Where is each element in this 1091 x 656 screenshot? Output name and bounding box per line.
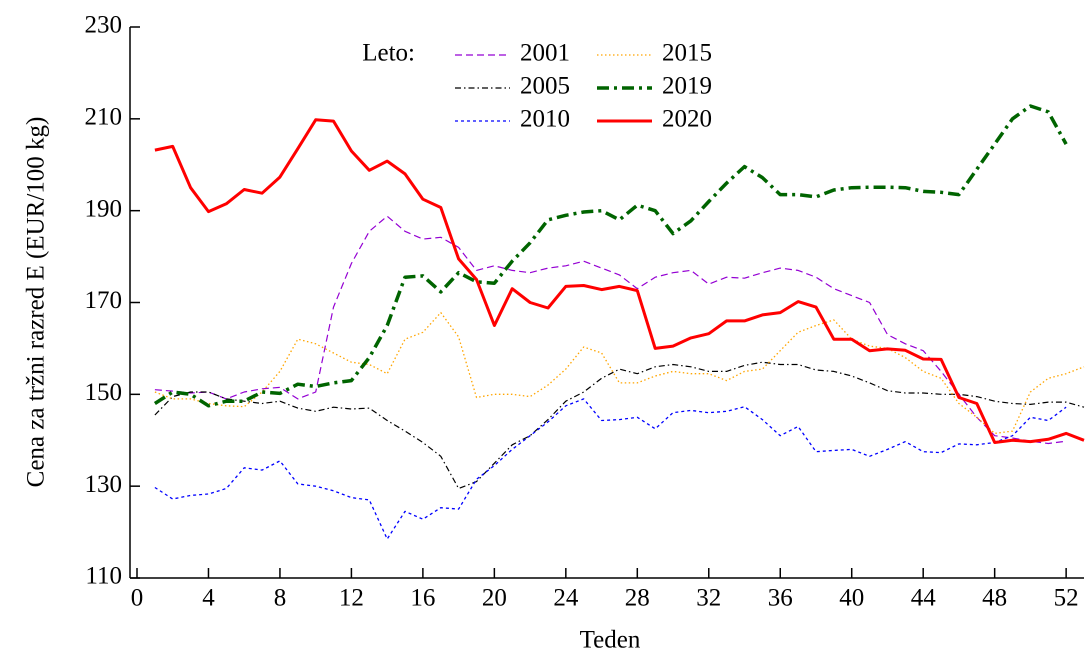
y-tick-label: 130	[85, 471, 123, 498]
series-line	[154, 311, 1085, 435]
series-line	[154, 361, 1085, 490]
series-line	[154, 118, 1085, 444]
legend-label: 2020	[662, 106, 712, 133]
x-tick-label: 40	[839, 585, 864, 612]
legend-title: Leto:	[362, 40, 415, 67]
legend-label: 2015	[662, 40, 712, 67]
series-line	[154, 215, 1067, 445]
x-tick-label: 0	[131, 585, 144, 612]
legend-label: 2001	[520, 40, 570, 67]
y-axis-label: Cena za tržni razred E (EUR/100 kg)	[23, 117, 50, 488]
legend-label: 2005	[520, 73, 570, 100]
x-tick-label: 36	[768, 585, 793, 612]
y-tick-label: 210	[85, 104, 123, 131]
x-tick-label: 48	[982, 585, 1007, 612]
x-tick-label: 4	[202, 585, 215, 612]
y-tick-label: 170	[85, 287, 123, 314]
y-tick-label: 190	[85, 195, 123, 222]
x-tick-label: 28	[625, 585, 650, 612]
x-tick-label: 20	[482, 585, 507, 612]
x-tick-label: 24	[553, 585, 579, 612]
x-axis-label: Teden	[580, 627, 641, 654]
legend-label: 2010	[520, 106, 570, 133]
x-tick-label: 32	[696, 585, 721, 612]
x-tick-label: 16	[410, 585, 435, 612]
y-tick-label: 150	[85, 379, 123, 406]
x-tick-label: 44	[911, 585, 937, 612]
x-tick-label: 12	[339, 585, 364, 612]
legend-label: 2019	[662, 73, 712, 100]
y-tick-label: 110	[85, 563, 122, 590]
series-line	[154, 398, 1067, 540]
x-tick-label: 52	[1054, 585, 1079, 612]
x-tick-label: 8	[274, 585, 287, 612]
y-tick-label: 230	[85, 12, 123, 39]
series-line	[153, 104, 1068, 408]
